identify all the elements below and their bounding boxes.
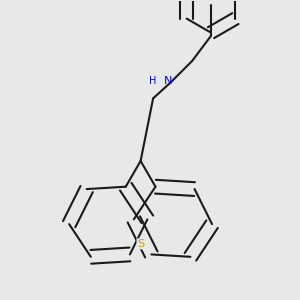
Text: S: S xyxy=(137,239,144,249)
Text: N: N xyxy=(164,76,172,86)
Text: H: H xyxy=(149,76,156,86)
